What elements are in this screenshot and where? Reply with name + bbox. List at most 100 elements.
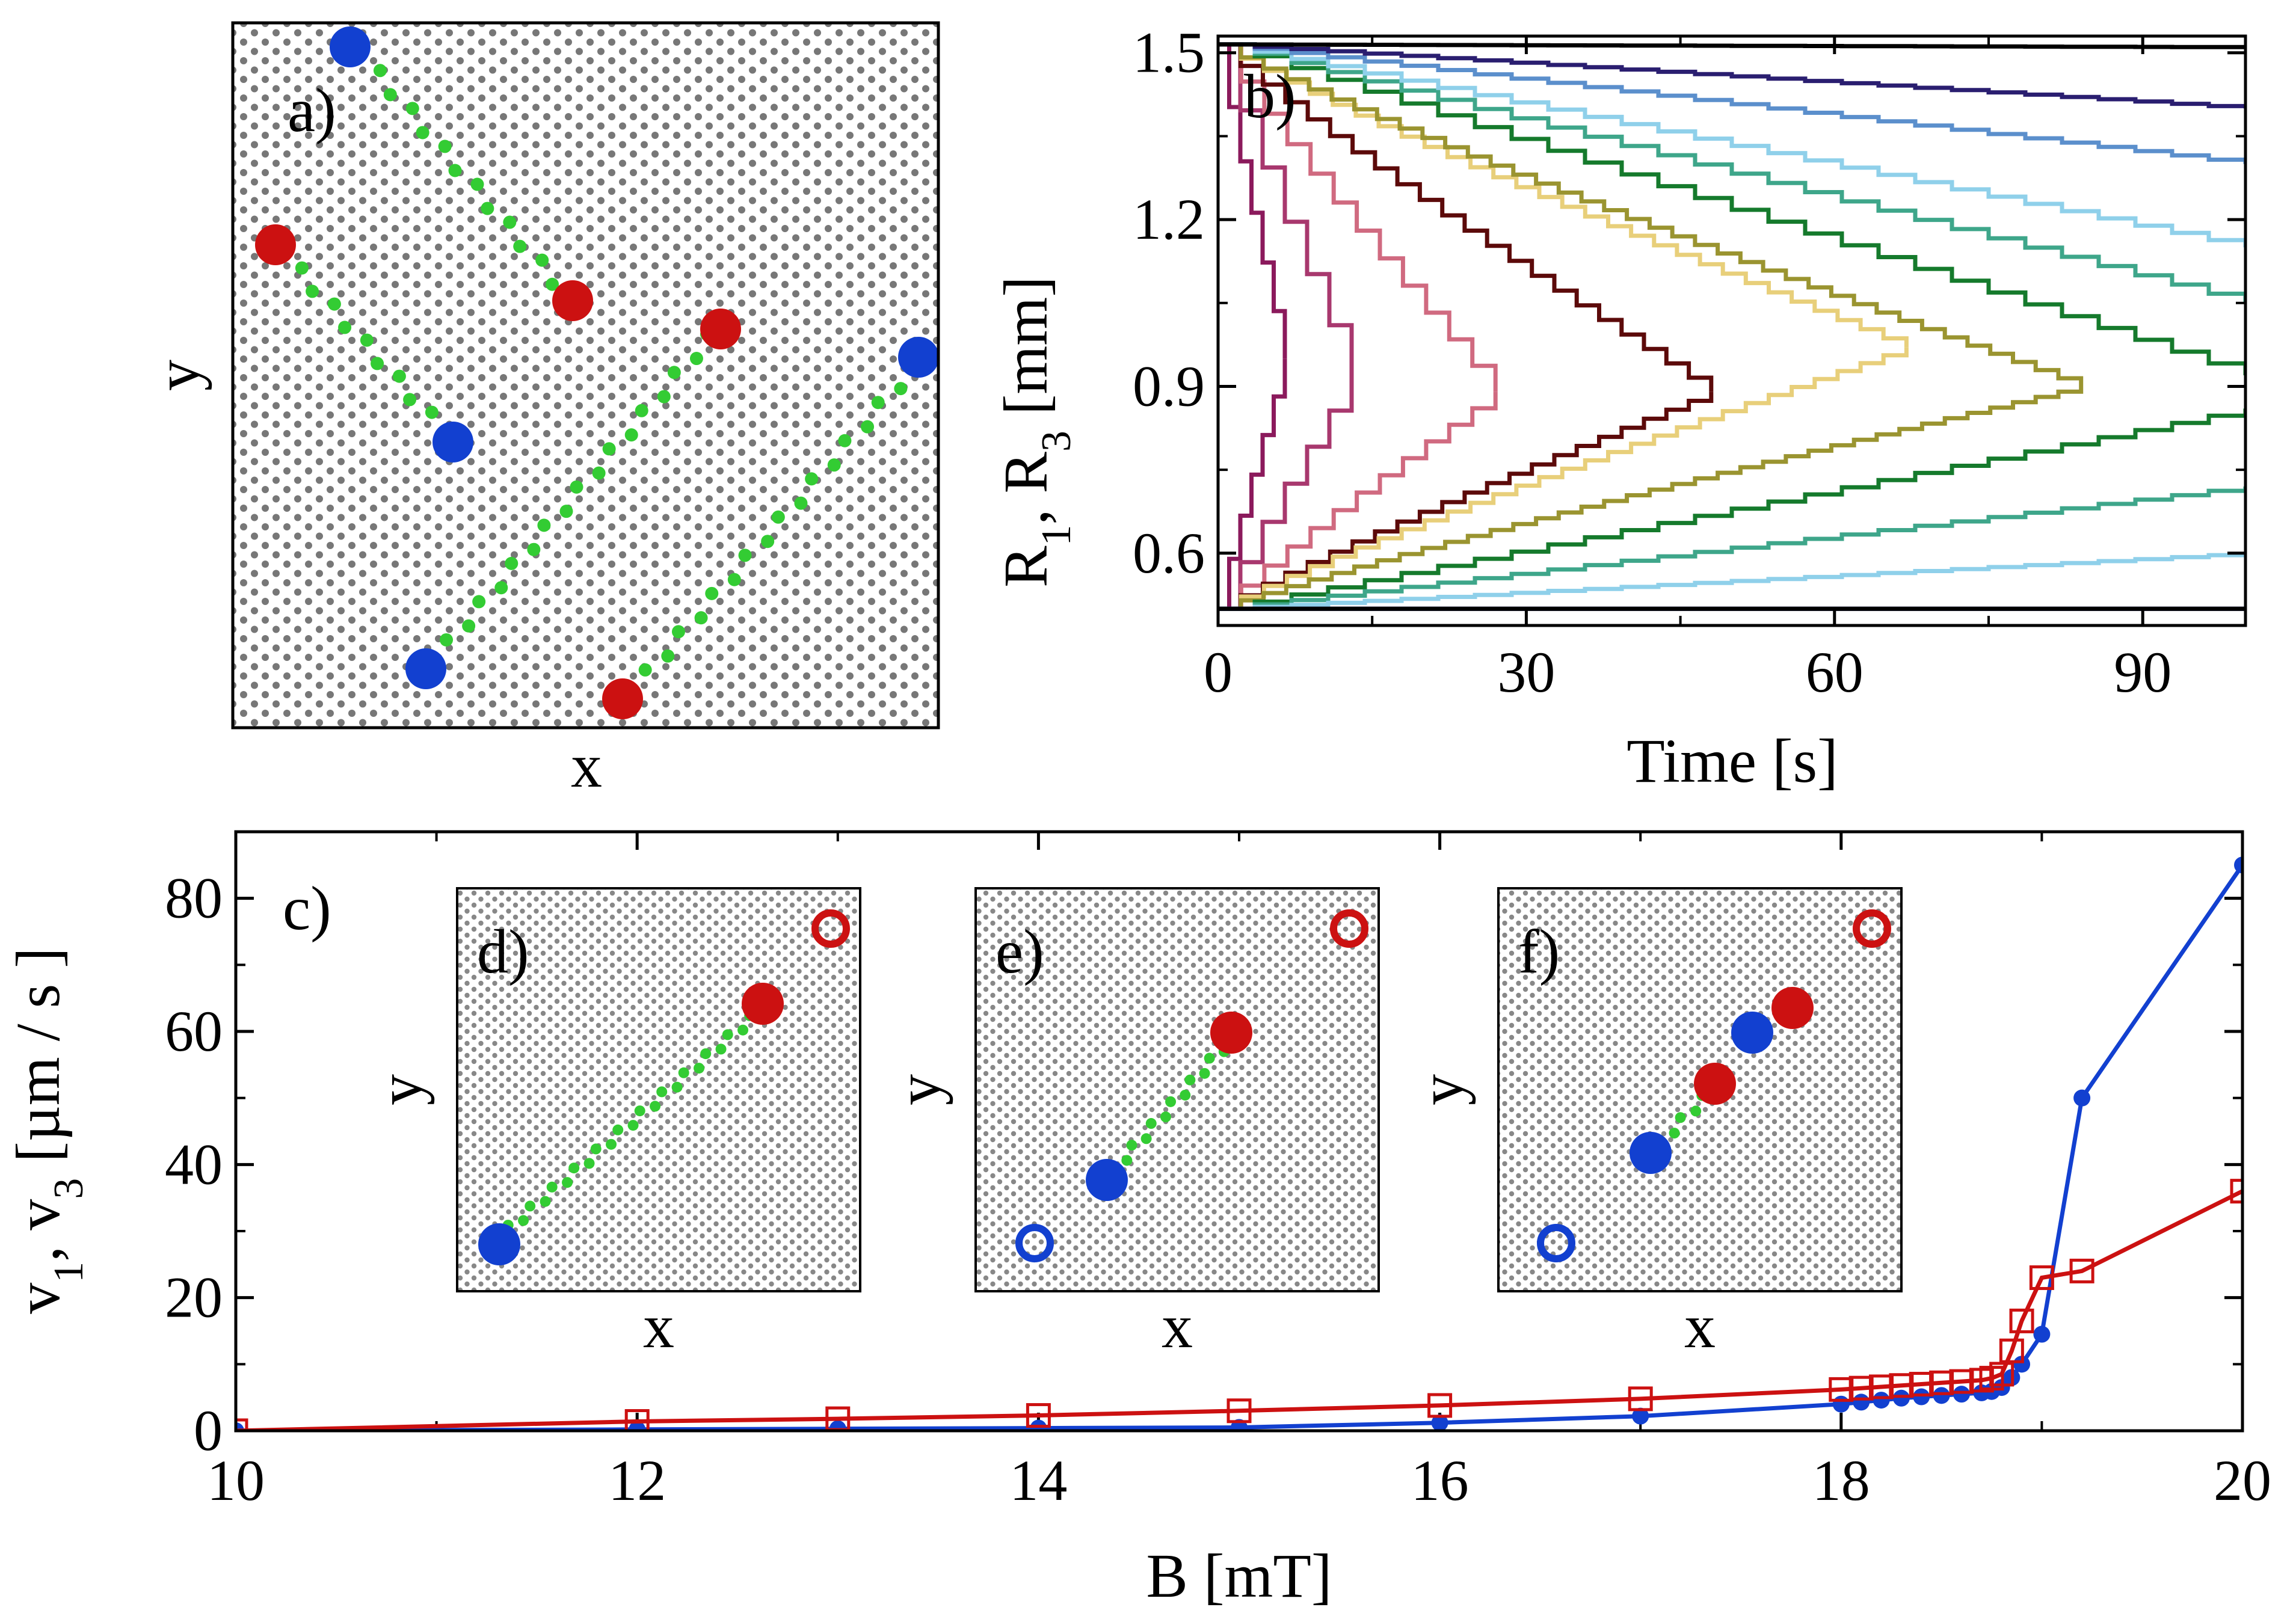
inset-d-trail-dot (627, 1120, 639, 1131)
panel-a-blue-particle (330, 26, 371, 67)
panel-b-series-line (1218, 42, 2245, 164)
panel-a-trail-dot (527, 542, 541, 556)
panel-a-trail-dot (667, 366, 681, 379)
inset-d-trail-dot (650, 1101, 661, 1112)
panel-b-series-line (1218, 42, 2245, 109)
panel-b-series (1218, 42, 2245, 611)
panel-a-trail-dot (624, 428, 638, 442)
panel-a-trail-dot (448, 164, 462, 177)
panel-a-ylabel: y (143, 360, 212, 391)
inset-e-ylabel: y (884, 1074, 953, 1105)
panel-c-v1-point (2033, 1326, 2051, 1343)
panel-c-v3-point (1909, 1372, 1934, 1397)
panel-b-ylabel: R1, R3 [mm] (991, 276, 1080, 588)
inset-d-trail-dot (671, 1081, 683, 1093)
panel-a-red-particle (700, 309, 741, 349)
panel-c-v3-point (1869, 1374, 1894, 1399)
panel-c-v1-point (1431, 1414, 1448, 1431)
panel-c-xtick-label: 12 (608, 1448, 666, 1513)
panel-c-v3-point (1889, 1373, 1914, 1398)
inset-d-trail-dot (562, 1177, 573, 1188)
panel-a-trail-dot (805, 472, 819, 486)
panel-a-trail-dot (689, 352, 703, 366)
panel-c-v3-point (1427, 1393, 1453, 1418)
inset-e-trail-dot (1140, 1133, 1152, 1144)
panel-a-trail-dot (535, 253, 549, 267)
panel-a-trail-dot (602, 442, 616, 456)
panel-c-ytick-label: 80 (165, 866, 223, 930)
panel-b-series-line (1218, 553, 2245, 611)
panel-a-trail-dot (638, 663, 652, 677)
panel-c-v3-point (1628, 1386, 1653, 1412)
panel-c-v1-point (2013, 1356, 2031, 1373)
inset-d-trail-dot (525, 1200, 536, 1212)
panel-a-trail-dot (481, 201, 494, 215)
panel-a-trail-dot (738, 548, 752, 562)
inset-d-trail-dot (656, 1086, 668, 1098)
panel-c-v1-point (1873, 1392, 1890, 1409)
inset-d-xlabel: x (643, 1292, 674, 1361)
panel-c-v1-point (1933, 1387, 1950, 1404)
inset-d-label: d) (477, 917, 529, 986)
inset-f-xlabel: x (1684, 1292, 1716, 1361)
inset-d-trail-dot (715, 1043, 727, 1055)
inset-e-blue-particle (1086, 1159, 1128, 1201)
panel-b-xtick-label: 90 (2114, 640, 2171, 704)
panel-c-v1-point (1832, 1395, 1850, 1413)
panel-c-v3-point (624, 1409, 650, 1431)
inset-f-blue-ring (1537, 1224, 1575, 1262)
inset-e-trail-dot (1126, 1140, 1137, 1151)
panel-a-trail-dot (306, 284, 319, 298)
panel-c-v3-point (1949, 1369, 1974, 1394)
inset-d-trail-dot (737, 1024, 749, 1036)
inset-d-trail-dot (540, 1196, 551, 1207)
inset-e-frame (974, 887, 1380, 1292)
panel-a-blue-particle (898, 337, 939, 378)
panel-a-frame (231, 21, 940, 730)
panel-b-series-line (1218, 42, 1354, 375)
panel-a: a) x y (143, 21, 940, 800)
panel-a-trail-dot (392, 369, 406, 383)
panel-b-series-line (1218, 347, 1909, 611)
panel-a-trail-dot (338, 321, 352, 334)
inset-e-label: e) (996, 917, 1044, 986)
inset-f-frame (1497, 887, 1903, 1292)
panel-a-trail-dot (537, 518, 551, 532)
panel-c-xtick-label: 20 (2214, 1448, 2271, 1513)
inset-d-red-ring (811, 909, 850, 948)
panel-c-frame (234, 830, 2244, 1433)
inset-d-trail-dot (722, 1029, 733, 1040)
panel-c-series (236, 856, 2242, 1431)
panel-c-xtick-label: 18 (1812, 1448, 1870, 1513)
inset-f-red-particle (1771, 987, 1814, 1029)
panel-b-series-line (1218, 386, 2084, 611)
panel-a-trail-dot (861, 420, 875, 434)
panel-a-trail-dot (546, 277, 559, 291)
inset-f-trail-dot (1675, 1112, 1686, 1123)
inset-d-trail-dot (700, 1048, 712, 1060)
panel-a-trail-dot (403, 393, 417, 407)
panel-a-trail-dot (761, 535, 775, 548)
panel-a-trail-dot (827, 458, 841, 472)
panel-b-series-line (1218, 358, 1287, 611)
panel-b-series-line (1218, 42, 2245, 49)
panel-c-v3-point (2069, 1258, 2094, 1283)
panel-a-trail-dot (494, 581, 508, 595)
panel-c-v3-point (1026, 1403, 1051, 1428)
panel-a-trail-dot (661, 649, 675, 663)
panel-c-v3-point (1226, 1398, 1252, 1424)
inset-d-frame (456, 887, 861, 1292)
inset-f: f) x y (1407, 887, 1903, 1361)
inset-d: d) x y (366, 887, 861, 1361)
inset-e-trail-dot (1184, 1074, 1196, 1086)
panel-a-red-particle (255, 224, 296, 265)
panel-a-trail-dot (295, 261, 309, 275)
panel-a-lattice (233, 23, 938, 728)
panel-b-series-line (1218, 42, 2084, 387)
inset-d-content (478, 909, 850, 1265)
panel-a-trail-dot (440, 633, 454, 647)
panel-a-trail-dot (635, 404, 648, 417)
inset-e: e) x y (884, 887, 1380, 1361)
panel-a-trail-dot (470, 177, 484, 191)
